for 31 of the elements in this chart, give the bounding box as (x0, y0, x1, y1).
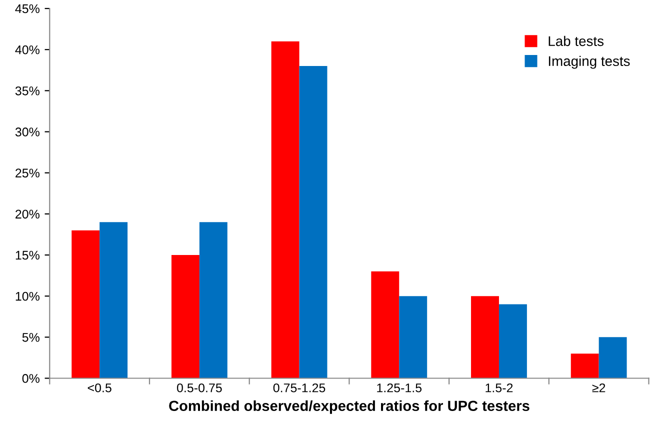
legend-label: Lab tests (548, 36, 604, 46)
bar (598, 337, 627, 378)
y-tick-label: 15% (16, 250, 40, 260)
y-tick-label: 25% (16, 168, 40, 178)
x-tick-label: ≥2 (592, 383, 606, 392)
x-axis-title: Combined observed/expected ratios for UPC testers (169, 400, 530, 414)
legend-label: Imaging tests (548, 56, 630, 69)
bar (471, 296, 499, 378)
x-tick-label: 0.5-0.75 (176, 383, 222, 392)
y-tick-label: 40% (15, 45, 40, 54)
x-tick-label: 1.5-2 (486, 383, 513, 392)
y-tick-label: 35% (15, 86, 40, 96)
y-tick-label: 0% (22, 374, 40, 383)
bar (271, 41, 300, 378)
bar (371, 271, 400, 378)
bar (72, 230, 100, 378)
x-tick-label: <0.5 (88, 383, 112, 392)
x-tick-label: 1.25-1.5 (377, 383, 422, 392)
bar (171, 255, 200, 378)
y-tick-label: 20% (16, 210, 40, 219)
y-tick-label: 45% (15, 4, 40, 14)
bar (498, 304, 527, 378)
x-tick-label: 0.75-1.25 (273, 383, 326, 392)
y-tick-label: 30% (15, 128, 40, 136)
y-tick-label: 5% (22, 333, 40, 342)
bar (399, 296, 428, 378)
bar (199, 222, 228, 378)
bar (299, 66, 328, 378)
bar (100, 222, 128, 378)
bar (570, 354, 599, 378)
y-tick-label: 10% (16, 292, 40, 301)
